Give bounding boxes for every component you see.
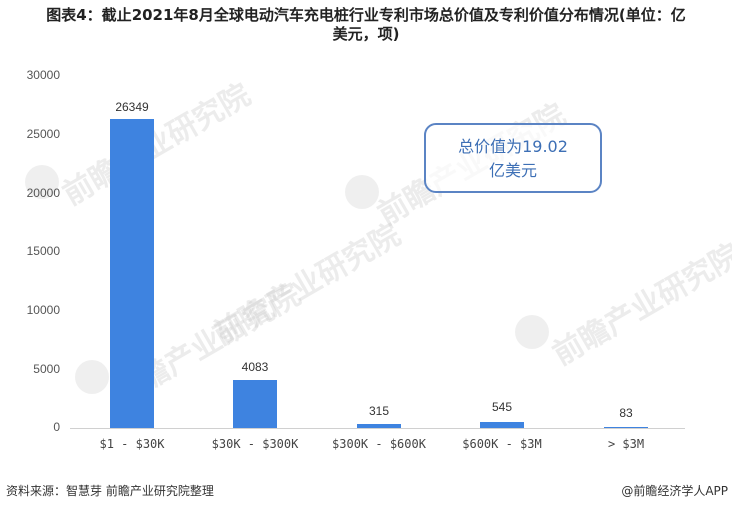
watermark-logo-icon [75,360,109,394]
source-note: 资料来源：智慧芽 前瞻产业研究院整理 [6,484,214,498]
bar-value-label: 315 [368,404,390,418]
x-tick-label: > $3M [607,437,645,451]
y-tick: 15000 [26,244,60,258]
x-tick-label: $300K - $600K [332,437,426,451]
x-tick-label: $600K - $3M [462,437,542,451]
watermark-logo-icon [345,175,379,209]
bar-value-label: 4083 [241,360,269,374]
x-tick-label: $30K - $300K [211,437,299,451]
bar-chart: 前瞻产业研究院 前瞻产业研究院 前瞻产业研究院 前瞻产业研究院 前瞻产业研究院 … [25,68,732,451]
bar-1-30k [110,119,154,428]
watermark-text: 前瞻产业研究院 [207,217,407,353]
total-value-annotation: 总价值为19.02 亿美元 [424,123,602,193]
y-tick: 10000 [26,303,60,317]
y-tick: 20000 [26,186,60,200]
bar-30k-300k [233,380,277,428]
chart-title: 图表4：截止2021年8月全球电动汽车充电桩行业专利市场总价值及专利价值分布情况… [0,6,732,44]
watermark-text: 前瞻产业研究院 [547,237,732,373]
y-tick: 5000 [33,362,60,376]
x-axis-line [70,428,685,429]
annotation-line1: 总价值为19.02 [458,137,568,156]
bar-300k-600k [357,424,401,428]
annotation-line2: 亿美元 [488,161,537,180]
chart-title-line1: 图表4：截止2021年8月全球电动汽车充电桩行业专利市场总价值及专利价值分布情况… [46,6,686,24]
y-tick: 25000 [26,127,60,141]
watermark-text: 前瞻产业研究院 [57,77,257,213]
y-tick: 0 [53,420,60,434]
watermark-logo-icon [515,315,549,349]
x-tick-label: $1 - $30K [99,437,165,451]
credit-note: @前瞻经济学人APP [621,484,728,498]
bar-over-3m [604,427,648,428]
bar-600k-3m [480,422,524,428]
chart-title-line2: 美元，项) [332,25,400,43]
y-tick: 30000 [26,68,60,82]
bar-value-label: 545 [491,400,513,414]
bar-value-label: 83 [619,406,633,420]
bar-value-label: 26349 [115,100,149,114]
